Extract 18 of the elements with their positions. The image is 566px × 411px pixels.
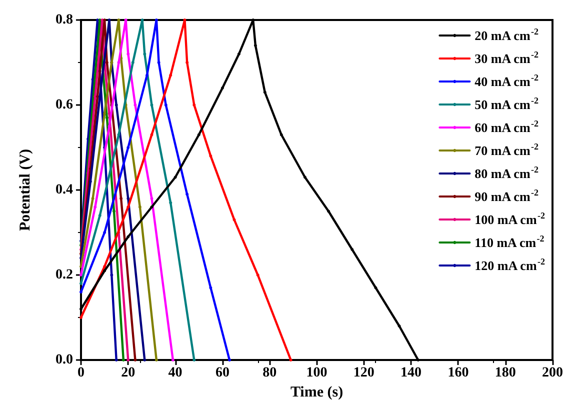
x-tick-label: 200 [542, 366, 563, 380]
x-tick-label: 160 [448, 366, 469, 380]
x-tick-label: 0 [78, 366, 84, 380]
x-axis-title: Time (s) [290, 384, 344, 400]
x-tick-label: 20 [121, 366, 136, 380]
x-tick-label: 120 [353, 366, 374, 380]
y-tick-label: 0.2 [56, 268, 73, 282]
y-axis-title: Potential (V) [18, 148, 34, 232]
x-tick-label: 100 [306, 366, 328, 380]
x-tick-label: 80 [262, 366, 277, 380]
x-tick-label: 180 [494, 366, 516, 380]
x-tick-label: 60 [215, 366, 230, 380]
y-tick-label: 0.8 [56, 12, 73, 28]
x-tick-label: 140 [400, 366, 422, 380]
y-tick-label: 0.4 [56, 182, 73, 198]
x-tick-label: 40 [168, 366, 182, 380]
y-tick-label: 0.0 [56, 352, 73, 368]
y-tick-label: 0.6 [56, 98, 73, 112]
